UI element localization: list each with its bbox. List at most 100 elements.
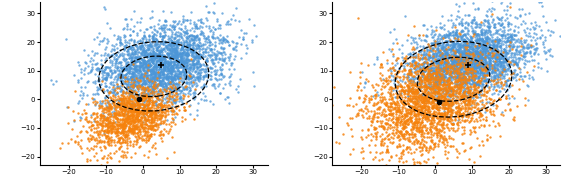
Point [381,80,391,83]
Point [105,144,114,147]
Point [427,72,436,75]
Point [428,94,437,98]
Point [409,59,418,62]
Point [115,159,124,162]
Point [123,87,132,90]
Point [128,144,138,147]
Point [489,70,498,74]
Point [147,110,156,113]
Point [435,75,444,78]
Point [411,68,421,71]
Point [114,140,123,143]
Point [472,46,481,49]
Point [434,41,443,45]
Point [502,45,511,48]
Point [112,117,121,120]
Point [217,41,226,44]
Point [438,67,447,70]
Point [407,100,416,103]
Point [409,125,418,128]
Point [125,56,134,60]
Point [488,47,497,50]
Point [139,58,148,61]
Point [407,91,416,94]
Point [166,124,175,127]
Point [107,139,116,142]
Point [131,79,140,82]
Point [135,65,144,68]
Point [127,124,136,127]
Point [512,73,521,76]
Point [455,114,464,117]
Point [471,60,481,63]
Point [413,54,422,57]
Point [467,78,476,81]
Point [491,103,500,106]
Point [492,39,501,42]
Point [143,70,152,73]
Point [437,124,446,127]
Point [426,64,435,67]
Point [141,65,150,68]
Point [149,100,158,103]
Point [364,170,373,174]
Point [146,105,155,108]
Point [164,93,173,96]
Point [476,58,485,61]
Point [441,104,450,107]
Point [440,65,449,68]
Point [357,114,366,117]
Point [486,63,495,66]
Point [494,90,503,93]
Point [180,94,189,98]
Point [431,81,440,84]
Point [413,101,422,104]
Point [460,38,469,41]
Point [216,51,225,55]
Point [445,63,454,66]
Point [130,62,139,65]
Point [156,55,165,59]
Point [358,101,367,104]
Point [129,125,138,128]
Point [438,96,447,99]
Point [448,54,457,57]
Point [444,82,453,85]
Point [92,123,101,126]
Point [441,62,450,65]
Point [199,47,208,50]
Point [110,131,119,134]
Point [464,66,473,69]
Point [471,101,481,104]
Point [461,61,470,64]
Point [429,99,438,102]
Point [411,113,421,116]
Point [127,77,136,80]
Point [400,69,409,72]
Point [422,50,431,53]
Point [443,68,452,71]
Point [440,60,449,63]
Point [401,95,410,98]
Point [138,91,147,94]
Point [409,157,418,160]
Point [166,79,175,82]
Point [123,76,132,79]
Point [380,122,389,125]
Point [402,56,411,60]
Point [445,104,454,107]
Point [164,113,173,116]
Point [441,59,451,62]
Point [521,74,530,78]
Point [177,116,186,119]
Point [110,113,119,116]
Point [435,41,444,45]
Point [132,139,142,142]
Point [124,104,133,107]
Point [455,72,464,75]
Point [442,57,451,60]
Point [234,36,243,39]
Point [353,85,362,88]
Point [200,51,209,54]
Point [394,117,403,120]
